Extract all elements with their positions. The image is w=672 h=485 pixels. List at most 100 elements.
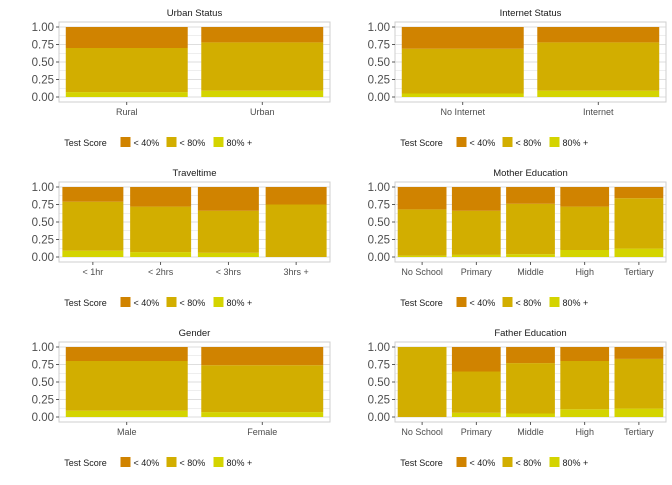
legend: Test Score < 40% < 80% 80% + bbox=[400, 297, 588, 308]
y-tick-label: 0.75 bbox=[32, 200, 54, 212]
panel-title: Father Education bbox=[494, 328, 566, 339]
y-tick-label: 0.50 bbox=[32, 377, 54, 389]
y-tick-label: 0.25 bbox=[368, 395, 390, 407]
legend-label: 80% + bbox=[227, 138, 253, 148]
y-tick-label: 0.00 bbox=[32, 92, 54, 104]
chart-panel-2: Internet Status 0.00 0.25 0.50 0.75 1.00 No In… bbox=[368, 8, 667, 148]
y-tick-label: 0.75 bbox=[32, 360, 54, 372]
bar-segment bbox=[506, 203, 555, 255]
legend-key bbox=[213, 297, 224, 307]
legend: Test Score < 40% < 80% 80% + bbox=[64, 137, 252, 148]
legend-label: 80% + bbox=[227, 458, 253, 468]
bar-segment bbox=[560, 187, 610, 207]
chart-panel-5: Gender 0.00 0.25 0.50 0.75 1.00 Male Female Test… bbox=[32, 328, 331, 468]
bar-segment bbox=[201, 27, 324, 43]
x-tick-label: Female bbox=[247, 427, 277, 437]
x-tick-label: Primary bbox=[461, 427, 492, 437]
bar-segment bbox=[201, 365, 324, 413]
bar-segment bbox=[560, 250, 610, 257]
bar-segment bbox=[62, 250, 124, 257]
panel-title: Mother Education bbox=[493, 168, 567, 179]
bar-segment bbox=[201, 347, 324, 366]
legend: Test Score < 40% < 80% 80% + bbox=[400, 457, 588, 468]
x-tick-label: < 3hrs bbox=[216, 267, 242, 277]
bar-segment bbox=[506, 347, 555, 364]
y-tick-label: 0.00 bbox=[32, 252, 54, 264]
legend-title: Test Score bbox=[400, 298, 443, 308]
bar-segment bbox=[506, 363, 555, 414]
legend-key bbox=[502, 297, 513, 307]
bar-segment bbox=[397, 255, 447, 257]
y-tick-label: 1.00 bbox=[32, 22, 54, 34]
x-tick-label: Middle bbox=[517, 427, 544, 437]
bar-segment bbox=[401, 27, 524, 49]
x-tick-label: No School bbox=[401, 267, 443, 277]
bar-segment bbox=[506, 254, 555, 257]
y-tick-label: 1.00 bbox=[368, 22, 390, 34]
legend-label: < 80% bbox=[516, 458, 542, 468]
bar-segment bbox=[614, 347, 664, 359]
y-tick-label: 0.00 bbox=[368, 252, 390, 264]
legend-title: Test Score bbox=[64, 138, 107, 148]
bar-segment bbox=[560, 347, 610, 361]
chart-panel-6: Father Education 0.00 0.25 0.50 0.75 1.00 No S… bbox=[368, 328, 667, 468]
bar-segment bbox=[130, 206, 192, 253]
y-tick-label: 0.25 bbox=[32, 235, 54, 247]
bar-segment bbox=[65, 27, 188, 48]
legend-label: < 80% bbox=[180, 298, 206, 308]
x-tick-label: 3hrs + bbox=[283, 267, 308, 277]
bar-segment bbox=[614, 408, 664, 417]
bar-segment bbox=[451, 254, 501, 257]
legend-key bbox=[213, 137, 224, 147]
y-tick-label: 1.00 bbox=[32, 182, 54, 194]
y-tick-label: 0.50 bbox=[368, 217, 390, 229]
y-tick-label: 0.75 bbox=[368, 200, 390, 212]
legend-key bbox=[456, 457, 467, 467]
bar-segment bbox=[397, 187, 447, 210]
bar-segment bbox=[451, 187, 501, 211]
bar-segment bbox=[265, 187, 327, 205]
bar-segment bbox=[537, 90, 660, 97]
legend-key bbox=[166, 137, 177, 147]
bar-segment bbox=[65, 48, 188, 93]
bar-segment bbox=[265, 204, 327, 257]
bar-segment bbox=[537, 27, 660, 43]
y-tick-label: 0.00 bbox=[368, 412, 390, 424]
bar-segment bbox=[62, 187, 124, 202]
y-tick-label: 0.50 bbox=[368, 57, 390, 69]
legend-label: < 40% bbox=[134, 138, 160, 148]
legend-key bbox=[549, 297, 560, 307]
legend-label: 80% + bbox=[563, 138, 589, 148]
legend-label: < 40% bbox=[470, 298, 496, 308]
chart-panel-4: Mother Education 0.00 0.25 0.50 0.75 1.00 No S… bbox=[368, 168, 667, 308]
legend-label: 80% + bbox=[227, 298, 253, 308]
panel-title: Gender bbox=[179, 328, 211, 339]
x-tick-label: Urban bbox=[250, 107, 275, 117]
legend-key bbox=[166, 297, 177, 307]
bar-segment bbox=[397, 347, 447, 417]
x-tick-label: No School bbox=[401, 427, 443, 437]
legend-label: 80% + bbox=[563, 458, 589, 468]
legend: Test Score < 40% < 80% 80% + bbox=[400, 137, 588, 148]
legend-label: < 80% bbox=[180, 458, 206, 468]
legend-key bbox=[120, 297, 131, 307]
y-tick-label: 1.00 bbox=[368, 182, 390, 194]
x-tick-label: Primary bbox=[461, 267, 492, 277]
chart-panel-3: Traveltime 0.00 0.25 0.50 0.75 1.00 < 1hr < 2hr… bbox=[32, 168, 331, 308]
bar-segment bbox=[65, 347, 188, 361]
legend-title: Test Score bbox=[400, 138, 443, 148]
x-tick-label: No Internet bbox=[440, 107, 485, 117]
legend-key bbox=[213, 457, 224, 467]
y-tick-label: 1.00 bbox=[32, 342, 54, 354]
legend-label: < 40% bbox=[134, 298, 160, 308]
bar-segment bbox=[537, 42, 660, 91]
y-tick-label: 0.50 bbox=[32, 217, 54, 229]
y-tick-label: 0.25 bbox=[32, 75, 54, 87]
chart-panel-1: Urban Status 0.00 0.25 0.50 0.75 1.00 Rural Urb… bbox=[32, 8, 331, 148]
legend-key bbox=[120, 457, 131, 467]
x-tick-label: Male bbox=[117, 427, 137, 437]
y-tick-label: 0.25 bbox=[368, 235, 390, 247]
legend-label: < 80% bbox=[516, 138, 542, 148]
bar-segment bbox=[201, 412, 324, 417]
